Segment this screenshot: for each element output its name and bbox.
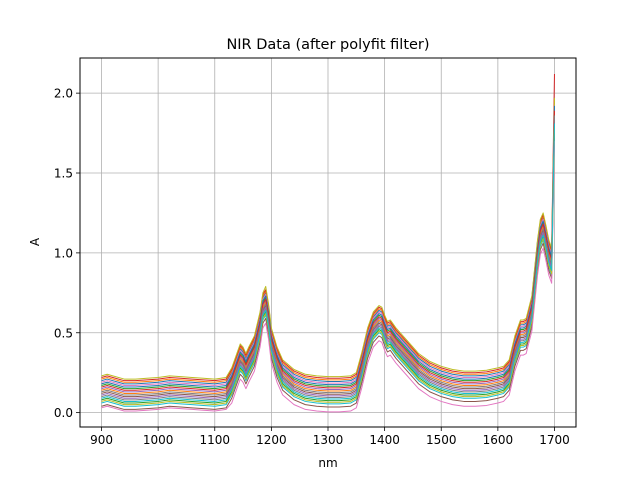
- x-axis-label: nm: [318, 456, 337, 470]
- y-axis: 0.0 0.5 1.0 1.5 2.0: [54, 87, 80, 420]
- y-tick-label: 1.0: [54, 246, 73, 260]
- x-tick-label: 1100: [199, 433, 230, 447]
- y-tick-label: 0.5: [54, 326, 73, 340]
- x-tick-label: 1000: [143, 433, 174, 447]
- x-axis: 900 1000 1100 1200 1300 1400 1500 1600 1700: [90, 427, 570, 447]
- y-tick-label: 2.0: [54, 87, 73, 101]
- x-tick-label: 1400: [369, 433, 400, 447]
- chart-title: NIR Data (after polyfit filter): [226, 37, 429, 53]
- spectrum-line-9: [101, 97, 555, 380]
- x-tick-label: 900: [90, 433, 113, 447]
- spectrum-line-11: [101, 105, 555, 388]
- x-tick-label: 1300: [313, 433, 344, 447]
- x-tick-label: 1700: [539, 433, 570, 447]
- spectrum-line-14: [101, 110, 555, 391]
- spectrum-line-16: [101, 133, 555, 410]
- x-tick-label: 1500: [426, 433, 457, 447]
- spectrum-line-15: [101, 118, 555, 399]
- y-tick-label: 1.5: [54, 167, 73, 181]
- spectrum-line-18: [101, 115, 555, 396]
- series-lines: [101, 73, 555, 413]
- x-tick-label: 1200: [256, 433, 287, 447]
- spectrum-line-20: [101, 123, 555, 402]
- spectrum-line-17: [101, 141, 555, 413]
- y-axis-label: A: [28, 237, 42, 246]
- y-tick-label: 0.0: [54, 406, 73, 420]
- spectrum-line-19: [101, 126, 555, 406]
- x-tick-label: 1600: [483, 433, 514, 447]
